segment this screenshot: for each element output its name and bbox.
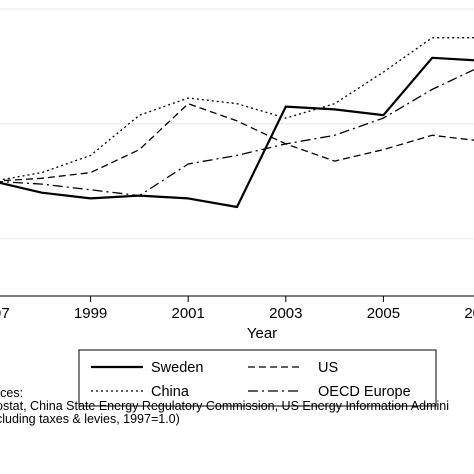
legend-label: Sweden [151,360,203,376]
source-note-line-3: cluding taxes & levies, 1997=1.0) [0,412,180,426]
plot-area [0,8,474,240]
x-tick-label: 2003 [269,305,302,322]
x-tick-label: 1999 [74,305,107,322]
source-note-line-1: rces: [0,386,24,400]
source-note-line-2: ostat, China State Energy Regulatory Com… [0,399,449,413]
x-tick-label: 2005 [367,305,400,322]
x-tick-label: 2007 [464,305,474,322]
series-line-oecd-europe [0,68,474,197]
series-line-us [0,103,474,182]
series-line-china [0,37,474,181]
legend-label: China [151,384,190,400]
legend-box [78,349,437,407]
x-tick-label: 2001 [172,305,205,322]
x-axis: 1997 1999 2001 2003 2005 2007 [0,295,474,322]
legend: Sweden US China OECD Europe [78,349,437,407]
x-axis-label: Year [247,325,277,342]
legend-label: US [318,360,338,376]
series-line-sweden [0,56,474,209]
x-tick-label: 1997 [0,305,10,322]
legend-label: OECD Europe [318,384,411,400]
